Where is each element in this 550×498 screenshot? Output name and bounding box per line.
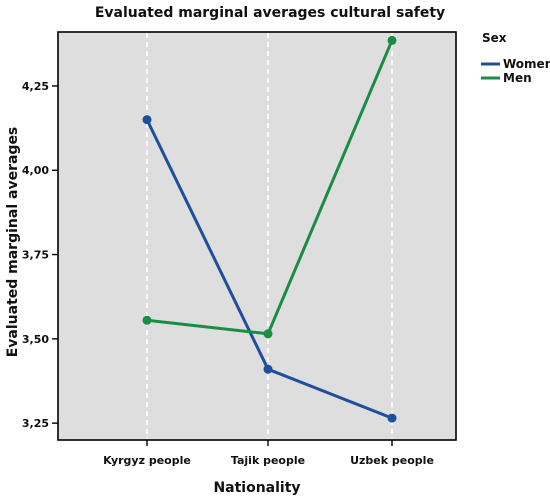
grid-lines bbox=[146, 33, 393, 439]
data-point-women bbox=[263, 364, 273, 374]
y-axis: 3,25 3,50 3,75 4,00 4,25 bbox=[22, 80, 58, 430]
y-axis-title: Evaluated marginal averages bbox=[5, 127, 21, 358]
legend-title: Sex bbox=[482, 31, 507, 45]
y-tick-label: 4,25 bbox=[22, 80, 49, 93]
chart-title: Evaluated marginal averages cultural saf… bbox=[95, 5, 445, 21]
legend-label-men: Men bbox=[503, 71, 532, 85]
data-point-men bbox=[263, 329, 273, 339]
y-tick-label: 3,50 bbox=[22, 333, 49, 346]
data-point-men bbox=[387, 35, 397, 45]
data-point-men bbox=[142, 315, 152, 325]
x-tick-label: Tajik people bbox=[231, 454, 305, 467]
legend-label-women: Women bbox=[503, 57, 550, 71]
y-tick-label: 4,00 bbox=[22, 164, 49, 177]
plot-area bbox=[57, 31, 457, 441]
x-tick-label: Kyrgyz people bbox=[103, 454, 191, 467]
data-point-women bbox=[142, 115, 152, 125]
data-point-women bbox=[387, 413, 397, 423]
y-tick-label: 3,75 bbox=[22, 249, 49, 262]
x-tick-label: Uzbek people bbox=[350, 454, 434, 467]
x-axis: Kyrgyz people Tajik people Uzbek people bbox=[103, 440, 434, 467]
series-lines bbox=[142, 35, 397, 423]
y-tick-label: 3,25 bbox=[22, 417, 49, 430]
x-axis-title: Nationality bbox=[213, 480, 300, 496]
